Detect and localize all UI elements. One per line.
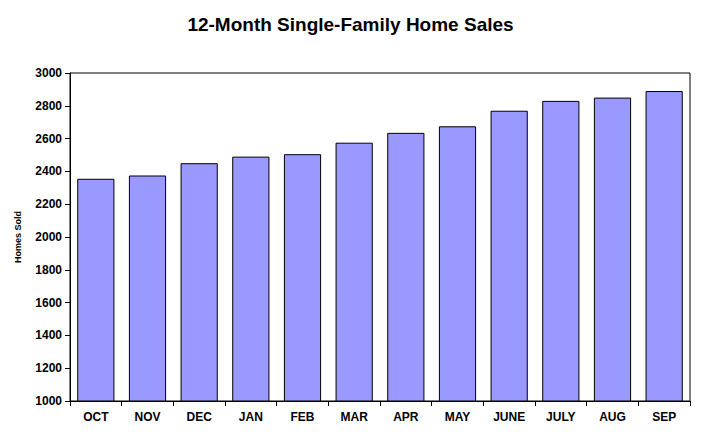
svg-text:1800: 1800 bbox=[35, 263, 62, 277]
svg-text:MAY: MAY bbox=[445, 410, 471, 424]
svg-text:DEC: DEC bbox=[186, 410, 212, 424]
svg-text:OCT: OCT bbox=[83, 410, 109, 424]
svg-text:2400: 2400 bbox=[35, 164, 62, 178]
svg-text:NOV: NOV bbox=[134, 410, 160, 424]
svg-text:1600: 1600 bbox=[35, 296, 62, 310]
svg-text:2200: 2200 bbox=[35, 197, 62, 211]
svg-text:1400: 1400 bbox=[35, 328, 62, 342]
svg-text:2000: 2000 bbox=[35, 230, 62, 244]
svg-text:1000: 1000 bbox=[35, 394, 62, 408]
svg-text:JAN: JAN bbox=[239, 410, 263, 424]
svg-text:2600: 2600 bbox=[35, 132, 62, 146]
svg-text:3000: 3000 bbox=[35, 66, 62, 80]
svg-text:APR: APR bbox=[393, 410, 419, 424]
svg-text:1200: 1200 bbox=[35, 361, 62, 375]
svg-text:Homes Sold: Homes Sold bbox=[13, 211, 23, 263]
svg-text:2800: 2800 bbox=[35, 99, 62, 113]
svg-text:12-Month Single-Family Home Sa: 12-Month Single-Family Home Sales bbox=[187, 14, 513, 35]
svg-text:JUNE: JUNE bbox=[493, 410, 525, 424]
svg-text:AUG: AUG bbox=[599, 410, 626, 424]
svg-text:FEB: FEB bbox=[291, 410, 315, 424]
svg-text:SEP: SEP bbox=[652, 410, 676, 424]
svg-text:MAR: MAR bbox=[341, 410, 369, 424]
svg-text:JULY: JULY bbox=[546, 410, 576, 424]
